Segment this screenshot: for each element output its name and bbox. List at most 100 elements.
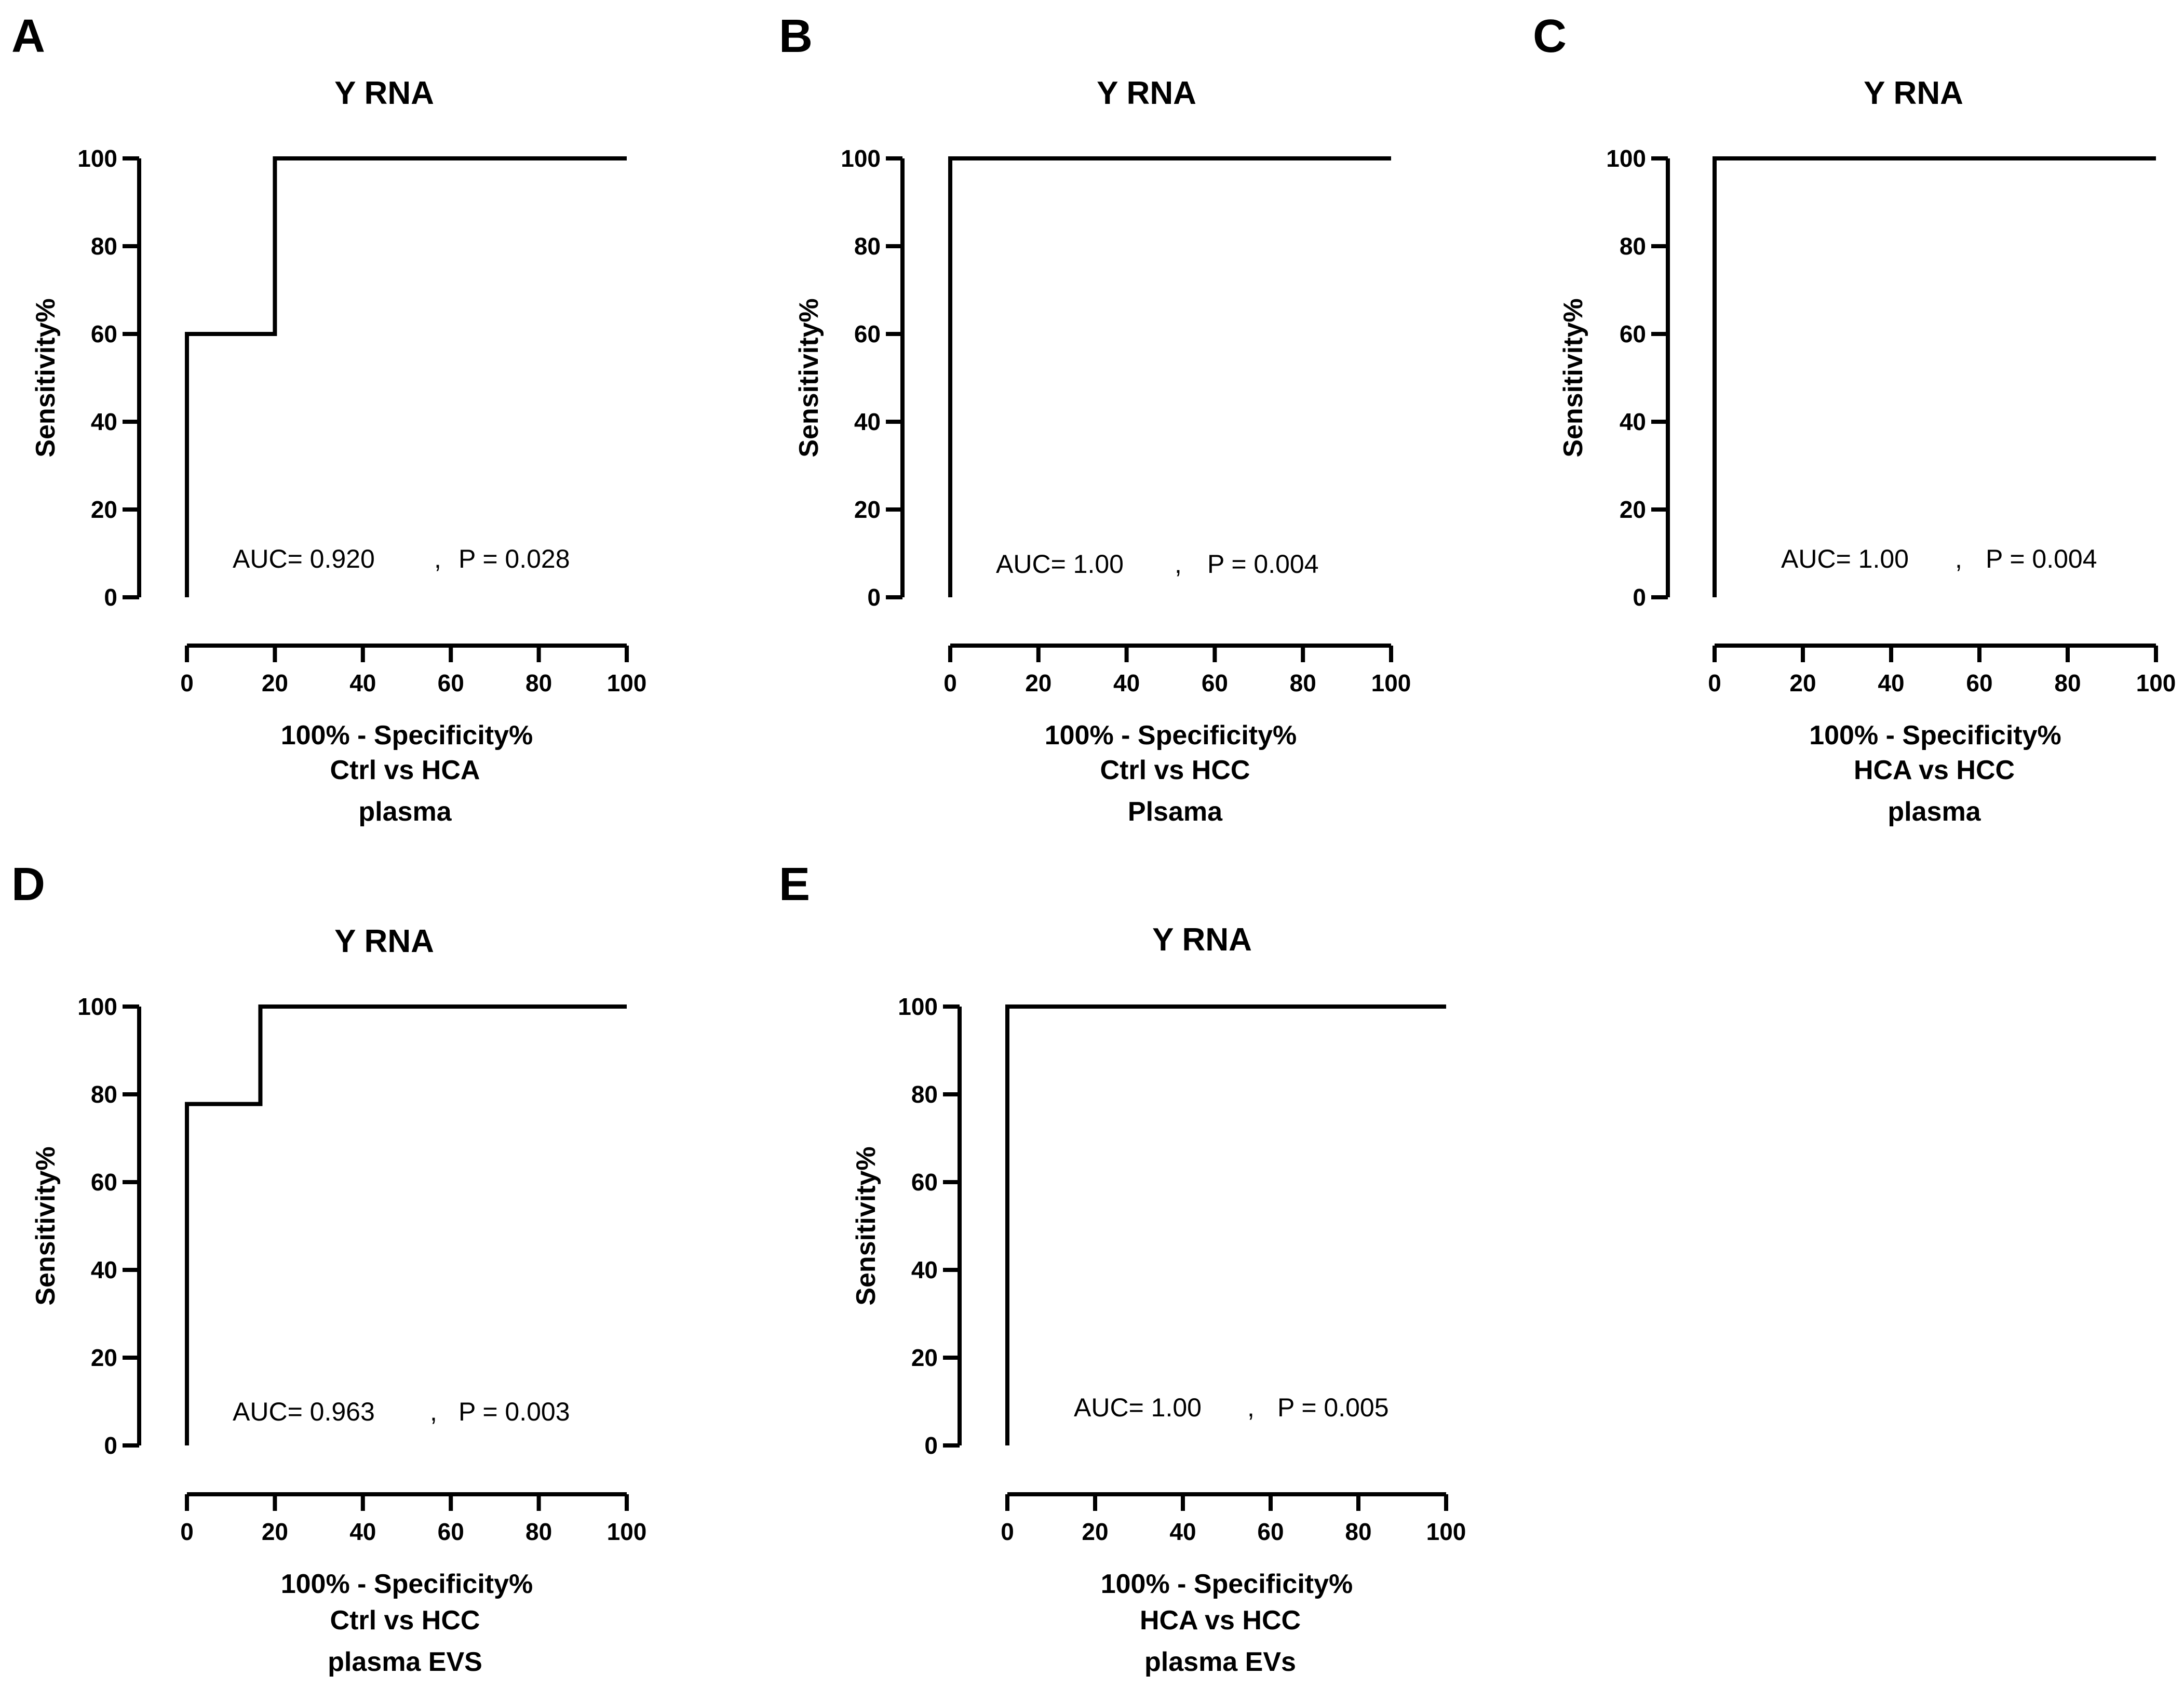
x-tick-label: 0 bbox=[180, 669, 194, 696]
auc-annotation: AUC= 1.00 bbox=[996, 550, 1124, 579]
x-tick-label: 20 bbox=[1025, 669, 1051, 696]
roc-curve bbox=[1713, 156, 2156, 597]
y-tick-label: 20 bbox=[911, 1344, 938, 1371]
x-tick-label: 40 bbox=[1169, 1518, 1196, 1545]
x-axis-label: 100% - Specificity% bbox=[1045, 720, 1297, 751]
y-tick-label: 100 bbox=[1606, 145, 1646, 172]
comparison-caption: HCA vs HCC bbox=[1854, 755, 2015, 785]
sample-caption: plasma EVs bbox=[1144, 1647, 1296, 1677]
comparison-caption: Ctrl vs HCA bbox=[330, 755, 480, 785]
p-value-annotation: P = 0.028 bbox=[459, 544, 570, 573]
y-tick-label: 80 bbox=[91, 1081, 117, 1108]
roc-panel-a: A Y RNA 0 20 40 60 80 100 0 20 40 60 80 100 100% - Spe… bbox=[11, 10, 646, 827]
y-tick-label: 80 bbox=[91, 233, 117, 260]
x-tick-label: 0 bbox=[943, 669, 957, 696]
auc-annotation: AUC= 0.920 bbox=[233, 544, 375, 573]
y-tick-label: 0 bbox=[924, 1432, 938, 1459]
y-axis-label: Sensitivity% bbox=[851, 1146, 881, 1305]
x-tick-label: 100 bbox=[607, 669, 647, 696]
x-tick-label: 100 bbox=[607, 1518, 647, 1545]
comparison-caption: HCA vs HCC bbox=[1140, 1605, 1301, 1636]
roc-panel-b: B Y RNA 0 20 40 60 80 100 0 20 40 60 80 100 100% - Spe… bbox=[779, 10, 1411, 827]
x-tick-label: 80 bbox=[525, 1518, 552, 1545]
y-tick-label: 60 bbox=[91, 320, 117, 347]
x-tick-label: 100 bbox=[1371, 669, 1411, 696]
y-tick-label: 100 bbox=[77, 145, 117, 172]
annotation-separator: , bbox=[1955, 544, 1962, 573]
panel-letter: B bbox=[779, 10, 813, 62]
roc-curve bbox=[185, 1004, 627, 1445]
panel-letter: D bbox=[11, 859, 45, 910]
y-axis-label: Sensitivity% bbox=[31, 1146, 61, 1305]
roc-curve bbox=[185, 156, 627, 597]
sample-caption: plasma bbox=[358, 797, 452, 827]
x-tick-label: 40 bbox=[349, 669, 376, 696]
y-tick-label: 80 bbox=[1620, 233, 1646, 260]
panel-letter: C bbox=[1533, 10, 1567, 62]
x-axis-label: 100% - Specificity% bbox=[281, 720, 533, 751]
x-tick-label: 40 bbox=[1113, 669, 1140, 696]
x-tick-label: 60 bbox=[1202, 669, 1228, 696]
y-tick-label: 20 bbox=[91, 1344, 117, 1371]
p-value-annotation: P = 0.004 bbox=[1207, 550, 1319, 579]
x-tick-label: 60 bbox=[1966, 669, 1992, 696]
comparison-caption: Ctrl vs HCC bbox=[330, 1605, 480, 1636]
x-tick-label: 100 bbox=[2136, 669, 2176, 696]
y-axis-label: Sensitivity% bbox=[1558, 298, 1588, 457]
annotation-separator: , bbox=[430, 1397, 437, 1426]
sample-caption: plasma bbox=[1888, 797, 1981, 827]
x-tick-label: 0 bbox=[1708, 669, 1721, 696]
y-tick-label: 40 bbox=[91, 1256, 117, 1283]
x-tick-label: 20 bbox=[1789, 669, 1816, 696]
sample-caption: Plsama bbox=[1128, 797, 1223, 827]
y-axis-label: Sensitivity% bbox=[31, 298, 61, 457]
y-tick-label: 60 bbox=[911, 1169, 938, 1196]
y-tick-label: 80 bbox=[854, 233, 881, 260]
y-tick-label: 20 bbox=[1620, 496, 1646, 523]
x-tick-label: 20 bbox=[262, 1518, 288, 1545]
y-tick-label: 60 bbox=[91, 1169, 117, 1196]
y-tick-label: 40 bbox=[91, 408, 117, 435]
chart-title: Y RNA bbox=[1097, 75, 1196, 111]
x-tick-label: 80 bbox=[1345, 1518, 1371, 1545]
x-axis-label: 100% - Specificity% bbox=[281, 1569, 533, 1599]
x-tick-label: 40 bbox=[1878, 669, 1904, 696]
roc-panel-c: C Y RNA 0 20 40 60 80 100 0 20 40 60 80 100 100% - Spe… bbox=[1533, 10, 2176, 827]
y-tick-label: 60 bbox=[854, 320, 881, 347]
y-tick-label: 40 bbox=[1620, 408, 1646, 435]
panel-letter: E bbox=[779, 859, 810, 910]
roc-panel-d: D Y RNA 0 20 40 60 80 100 0 20 40 60 80 100 100% - Spe… bbox=[11, 859, 646, 1677]
x-axis-label: 100% - Specificity% bbox=[1101, 1569, 1353, 1599]
auc-annotation: AUC= 1.00 bbox=[1074, 1393, 1202, 1422]
y-tick-label: 60 bbox=[1620, 320, 1646, 347]
y-tick-label: 0 bbox=[104, 1432, 117, 1459]
x-tick-label: 40 bbox=[349, 1518, 376, 1545]
x-tick-label: 60 bbox=[438, 1518, 464, 1545]
annotation-separator: , bbox=[434, 544, 441, 573]
chart-title: Y RNA bbox=[334, 923, 434, 959]
roc-curve bbox=[948, 156, 1391, 597]
roc-curve bbox=[1005, 1004, 1446, 1445]
chart-title: Y RNA bbox=[1152, 922, 1252, 958]
y-tick-label: 100 bbox=[841, 145, 881, 172]
x-tick-label: 20 bbox=[1082, 1518, 1108, 1545]
chart-title: Y RNA bbox=[334, 75, 434, 111]
p-value-annotation: P = 0.004 bbox=[1986, 544, 2097, 573]
annotation-separator: , bbox=[1175, 550, 1182, 579]
x-tick-label: 100 bbox=[1426, 1518, 1466, 1545]
y-tick-label: 0 bbox=[1633, 584, 1646, 611]
x-tick-label: 60 bbox=[438, 669, 464, 696]
x-tick-label: 0 bbox=[1001, 1518, 1014, 1545]
x-axis-label: 100% - Specificity% bbox=[1809, 720, 2061, 751]
chart-title: Y RNA bbox=[1864, 75, 1963, 111]
y-axis-label: Sensitivity% bbox=[794, 298, 824, 457]
x-tick-label: 20 bbox=[262, 669, 288, 696]
auc-annotation: AUC= 0.963 bbox=[233, 1397, 375, 1426]
y-tick-label: 100 bbox=[898, 993, 938, 1020]
y-tick-label: 0 bbox=[867, 584, 881, 611]
panel-letter: A bbox=[11, 10, 45, 62]
y-tick-label: 40 bbox=[911, 1256, 938, 1283]
p-value-annotation: P = 0.005 bbox=[1277, 1393, 1389, 1422]
x-tick-label: 80 bbox=[2054, 669, 2081, 696]
